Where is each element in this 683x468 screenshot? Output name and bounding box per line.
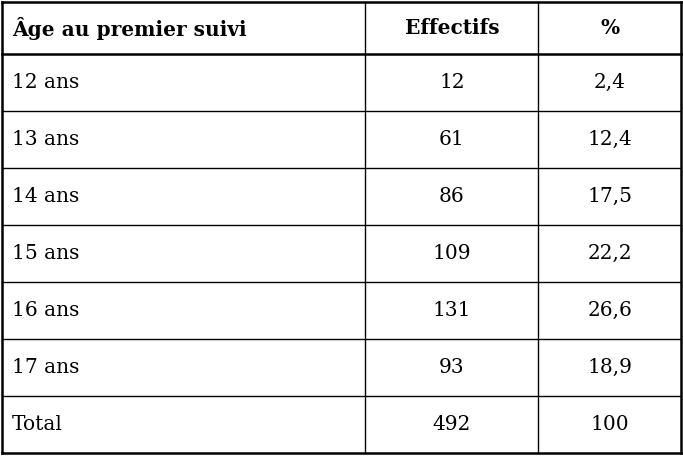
Text: 93: 93	[439, 358, 464, 377]
Text: 12 ans: 12 ans	[12, 73, 79, 92]
Text: 2,4: 2,4	[594, 73, 626, 92]
Text: 16 ans: 16 ans	[12, 301, 79, 320]
Text: 17 ans: 17 ans	[12, 358, 79, 377]
Text: 492: 492	[432, 415, 471, 434]
Text: Âge au premier suivi: Âge au premier suivi	[12, 16, 247, 39]
Text: 109: 109	[432, 244, 471, 263]
Text: 12,4: 12,4	[587, 130, 632, 149]
Text: Total: Total	[12, 415, 63, 434]
Text: 14 ans: 14 ans	[12, 187, 79, 206]
Text: 18,9: 18,9	[587, 358, 632, 377]
Text: 26,6: 26,6	[587, 301, 632, 320]
Text: Effectifs: Effectifs	[404, 18, 499, 38]
Text: 12: 12	[439, 73, 464, 92]
Text: 17,5: 17,5	[587, 187, 632, 206]
Text: 15 ans: 15 ans	[12, 244, 79, 263]
Text: 100: 100	[590, 415, 629, 434]
Text: 86: 86	[439, 187, 464, 206]
Text: 131: 131	[432, 301, 471, 320]
Text: %: %	[600, 18, 619, 38]
Text: 22,2: 22,2	[587, 244, 632, 263]
Text: 13 ans: 13 ans	[12, 130, 79, 149]
Text: 61: 61	[439, 130, 464, 149]
